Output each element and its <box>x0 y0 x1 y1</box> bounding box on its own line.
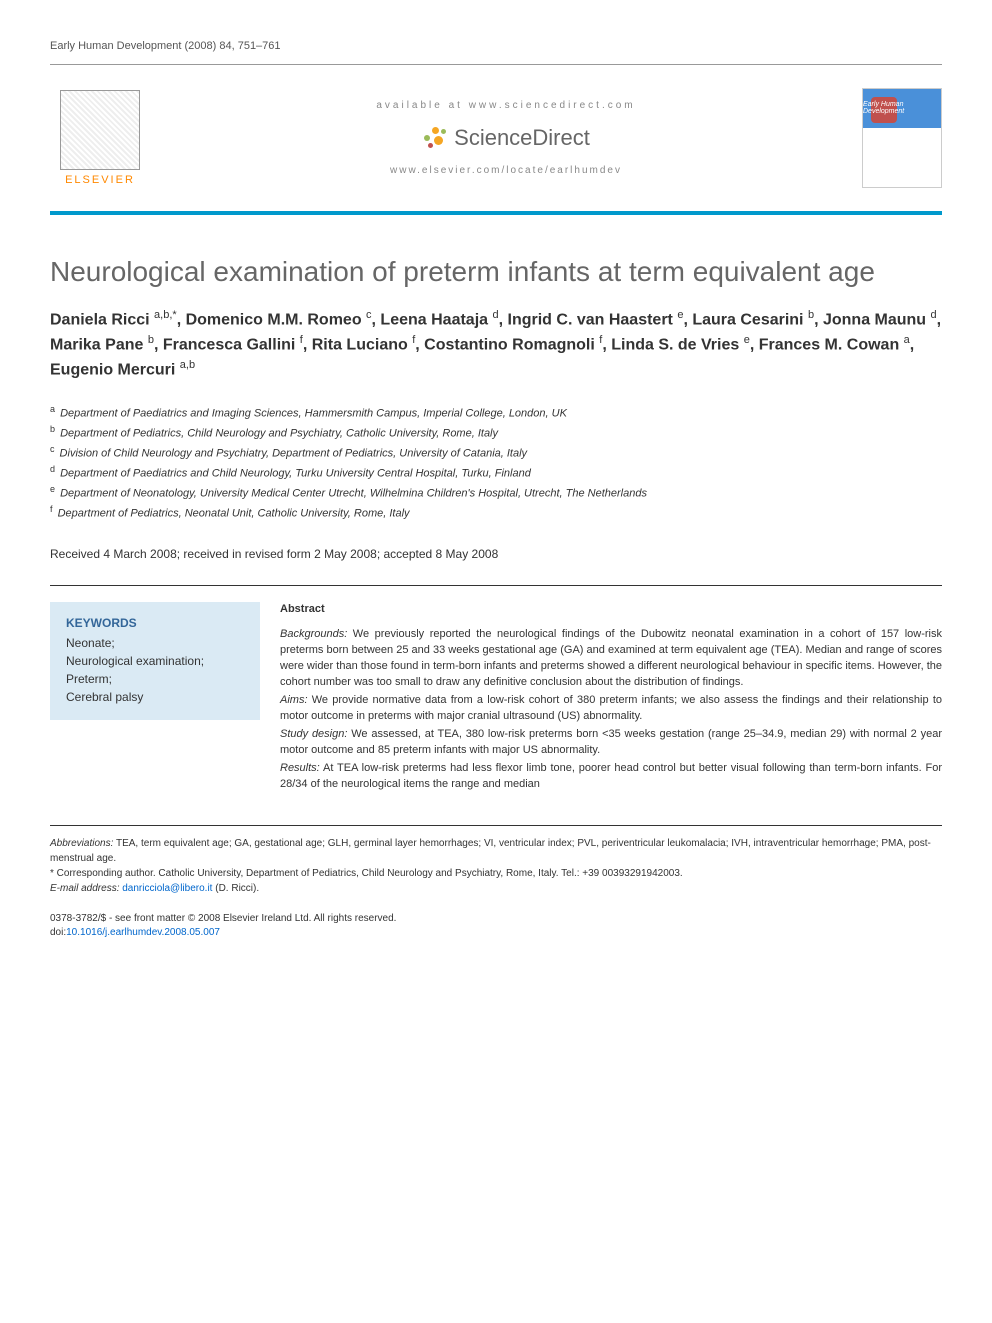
copyright-block: 0378-3782/$ - see front matter © 2008 El… <box>50 912 942 940</box>
sciencedirect-dots-icon <box>422 125 448 151</box>
doi-link[interactable]: 10.1016/j.earlhumdev.2008.05.007 <box>66 927 220 938</box>
journal-cover-thumbnail: Early Human Development <box>862 88 942 188</box>
abstract-section: Backgrounds: We previously reported the … <box>280 627 942 691</box>
abstract: Abstract Backgrounds: We previously repo… <box>280 602 942 795</box>
keyword-item: Neonate; <box>66 634 244 652</box>
abstract-section: Study design: We assessed, at TEA, 380 l… <box>280 727 942 759</box>
elsevier-label: ELSEVIER <box>65 174 135 186</box>
journal-header: ELSEVIER available at www.sciencedirect.… <box>50 64 942 215</box>
affiliations-list: a Department of Paediatrics and Imaging … <box>50 403 942 523</box>
email-label: E-mail address: <box>50 883 119 894</box>
footnotes: Abbreviations: TEA, term equivalent age;… <box>50 825 942 896</box>
doi-line: doi:10.1016/j.earlhumdev.2008.05.007 <box>50 926 942 940</box>
abstract-heading: Abstract <box>280 602 942 618</box>
abbreviations-label: Abbreviations: <box>50 838 113 849</box>
doi-label: doi: <box>50 927 66 938</box>
email-line: E-mail address: danricciola@libero.it (D… <box>50 881 942 896</box>
elsevier-tree-icon <box>60 90 140 170</box>
keywords-list: Neonate;Neurological examination;Preterm… <box>66 634 244 706</box>
affiliation-item: c Division of Child Neurology and Psychi… <box>50 443 942 462</box>
article-dates: Received 4 March 2008; received in revis… <box>50 547 942 561</box>
keywords-heading: KEYWORDS <box>66 616 244 630</box>
affiliation-item: b Department of Pediatrics, Child Neurol… <box>50 423 942 442</box>
keywords-box: KEYWORDS Neonate;Neurological examinatio… <box>50 602 260 720</box>
corresponding-label: * Corresponding author. <box>50 868 156 879</box>
article-title: Neurological examination of preterm infa… <box>50 255 942 289</box>
journal-cover-title: Early Human Development <box>863 101 935 115</box>
affiliation-item: d Department of Paediatrics and Child Ne… <box>50 463 942 482</box>
affiliation-item: f Department of Pediatrics, Neonatal Uni… <box>50 503 942 522</box>
journal-url: www.elsevier.com/locate/earlhumdev <box>150 165 862 176</box>
abbreviations-text: TEA, term equivalent age; GA, gestationa… <box>50 838 931 864</box>
abstract-section: Aims: We provide normative data from a l… <box>280 693 942 725</box>
corresponding-text: Catholic University, Department of Pedia… <box>158 868 682 879</box>
email-link[interactable]: danricciola@libero.it <box>122 883 212 894</box>
keyword-item: Neurological examination; <box>66 652 244 670</box>
affiliation-item: a Department of Paediatrics and Imaging … <box>50 403 942 422</box>
journal-citation: Early Human Development (2008) 84, 751–7… <box>50 40 942 52</box>
available-at-text: available at www.sciencedirect.com <box>150 100 862 111</box>
corresponding-author-line: * Corresponding author. Catholic Univers… <box>50 866 942 881</box>
affiliation-item: e Department of Neonatology, University … <box>50 483 942 502</box>
sciencedirect-text: ScienceDirect <box>454 125 590 151</box>
content-row: KEYWORDS Neonate;Neurological examinatio… <box>50 585 942 795</box>
abstract-section: Results: At TEA low-risk preterms had le… <box>280 761 942 793</box>
keyword-item: Preterm; <box>66 670 244 688</box>
abbreviations-line: Abbreviations: TEA, term equivalent age;… <box>50 836 942 866</box>
header-center: available at www.sciencedirect.com Scien… <box>150 100 862 176</box>
author-list: Daniela Ricci a,b,*, Domenico M.M. Romeo… <box>50 307 942 383</box>
email-author: (D. Ricci). <box>215 883 259 894</box>
keyword-item: Cerebral palsy <box>66 688 244 706</box>
sciencedirect-logo: ScienceDirect <box>150 125 862 151</box>
elsevier-logo: ELSEVIER <box>50 83 150 193</box>
copyright-line: 0378-3782/$ - see front matter © 2008 El… <box>50 912 942 926</box>
